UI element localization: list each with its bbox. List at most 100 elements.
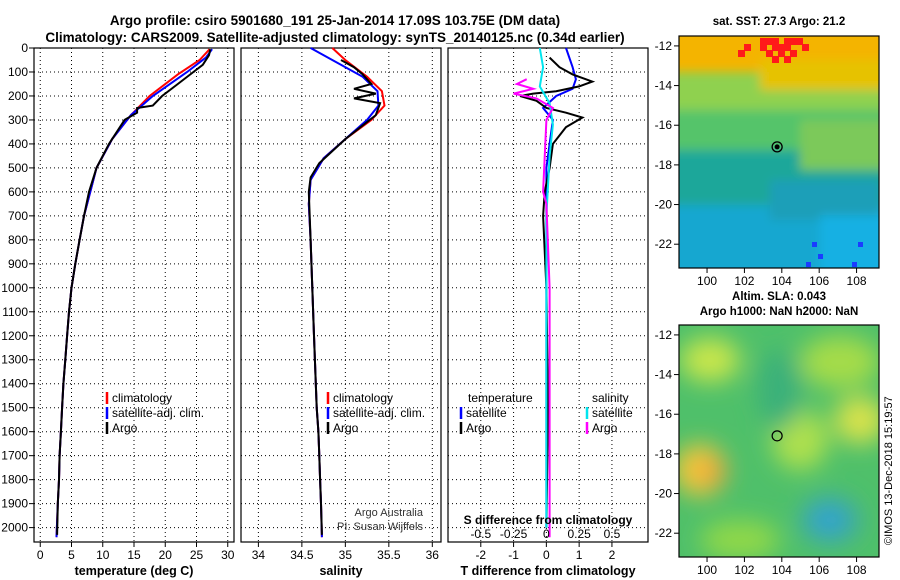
legend-climatology: climatology: [112, 391, 172, 405]
sla-map-frame: [678, 324, 880, 558]
x-tick-label: 34: [252, 548, 266, 562]
map-lon-tick-label: 100: [697, 563, 717, 577]
x-tick-label: 25: [190, 548, 204, 562]
map-lat-tick-label: -22: [655, 237, 673, 251]
depth-tick-label: 1900: [1, 497, 28, 511]
x-tick-label: 36: [426, 548, 440, 562]
depth-tick-label: 200: [8, 89, 28, 103]
sst-map-frame: [678, 35, 880, 269]
x-axis-label-2: salinity: [319, 564, 362, 578]
map-lat-tick-label: -16: [655, 407, 673, 421]
legend-temp-satellite: satellite: [466, 406, 507, 420]
sst-argo-marker: [771, 141, 783, 153]
map-lon-tick-label: 102: [734, 563, 754, 577]
profile-panel-2: 34 34.5 35 35.5 36 salinity: [240, 47, 442, 578]
map-lon-tick-label: 100: [697, 274, 717, 288]
x-tick-label: 35: [339, 548, 353, 562]
depth-tick-label: 1600: [1, 425, 28, 439]
series-line-2-3: [307, 59, 382, 535]
chart-title-line1: Argo profile: csiro 5901680_191 25-Jan-2…: [109, 13, 561, 28]
chart-title-line2: Climatology: CARS2009. Satellite-adjuste…: [45, 30, 625, 45]
x-tick-label: 35.5: [377, 548, 401, 562]
map-lon-tick-label: 106: [809, 563, 829, 577]
x-tick-label: 0: [543, 548, 550, 562]
depth-tick-label: 1300: [1, 353, 28, 367]
x-tick-label: 30: [221, 548, 235, 562]
map-lon-tick-label: 104: [772, 274, 792, 288]
legend-sal-satellite: satellite: [592, 406, 633, 420]
x-tick-label: 5: [68, 548, 75, 562]
map-lon-tick-label: 108: [847, 274, 867, 288]
map-lon-tick-label: 106: [809, 274, 829, 288]
x-tick-label: 1: [576, 548, 583, 562]
legend-satellite-adj: satellite-adj. clim.: [333, 406, 425, 420]
map-lat-tick-label: -18: [655, 158, 673, 172]
depth-tick-label: 0: [21, 41, 28, 55]
sla-map-title-line1: Altim. SLA: 0.043: [732, 291, 826, 303]
map-lat-tick-label: -14: [655, 79, 673, 93]
credit-annotation-line1: Argo Australia: [355, 507, 424, 519]
x-tick-label: 10: [96, 548, 110, 562]
map-lon-tick-label: 102: [734, 274, 754, 288]
depth-tick-label: 900: [8, 257, 28, 271]
x-tick-label: 20: [159, 548, 173, 562]
depth-tick-label: 1100: [2, 305, 28, 319]
map-lat-tick-label: -20: [655, 198, 673, 212]
legend-sal-argo: Argo: [592, 421, 618, 435]
secondary-tick-label: 0.25: [567, 527, 591, 541]
map-lat-tick-label: -14: [655, 368, 673, 382]
depth-tick-label: 500: [8, 161, 28, 175]
map-lat-tick-label: -12: [655, 328, 673, 342]
sst-map-title: sat. SST: 27.3 Argo: 21.2: [712, 16, 846, 28]
profile-panel-1: 0 5 10 15 20 25 30 temperature (deg C): [33, 47, 235, 578]
depth-tick-label: 1700: [1, 449, 28, 463]
sla-map-title-line2: Argo h1000: NaN h2000: NaN: [699, 306, 859, 318]
profile-panel-3: -2 -1 0 1 2 T difference from climatology: [447, 47, 649, 578]
map-lat-tick-label: -22: [655, 526, 673, 540]
series-line-3-2: [519, 56, 596, 528]
legend-temp-argo: Argo: [466, 421, 492, 435]
series-line-3-4: [513, 78, 555, 538]
sla-map: [679, 325, 879, 557]
depth-tick-label: 800: [8, 233, 28, 247]
x-axis-label-1: temperature (deg C): [75, 564, 194, 578]
sst-argo-marker-dot: [774, 144, 780, 150]
depth-tick-label: 1400: [1, 377, 28, 391]
secondary-tick-label: -0.25: [500, 527, 528, 541]
secondary-tick-label: 0: [543, 527, 550, 541]
legend-argo: Argo: [333, 421, 359, 435]
panel-frame-3: [447, 47, 649, 543]
credit-annotation-line2: PI: Susan Wijffels: [337, 521, 423, 533]
legend-climatology: climatology: [333, 391, 393, 405]
depth-tick-label: 1200: [1, 329, 28, 343]
depth-tick-label: 400: [8, 137, 28, 151]
x-tick-label: -1: [508, 548, 519, 562]
x-tick-label: -2: [475, 548, 486, 562]
legend-satellite-adj: satellite-adj. clim.: [112, 406, 204, 420]
panel-frame-1: [33, 47, 235, 543]
depth-tick-label: 700: [8, 209, 28, 223]
legend-salinity-title: salinity: [592, 391, 629, 405]
secondary-tick-label: 0.5: [604, 527, 621, 541]
map-lon-tick-label: 108: [847, 563, 867, 577]
x-tick-label: 2: [609, 548, 616, 562]
x-tick-label: 34.5: [290, 548, 314, 562]
depth-tick-label: 2000: [1, 521, 28, 535]
x-axis-label-3: T difference from climatology: [460, 564, 635, 578]
series-line-1-1: [55, 48, 211, 538]
footer-credit: ©IMOS 13-Dec-2018 15:19:57: [883, 396, 895, 545]
panel-frame-2: [240, 47, 442, 543]
map-lat-tick-label: -16: [655, 118, 673, 132]
map-lat-tick-label: -18: [655, 447, 673, 461]
depth-tick-label: 300: [8, 113, 28, 127]
depth-tick-label: 100: [8, 65, 28, 79]
secondary-axis-label: S difference from climatology: [464, 513, 633, 527]
sst-map: [679, 36, 879, 268]
legend-argo: Argo: [112, 421, 138, 435]
depth-tick-label: 1000: [1, 281, 28, 295]
map-lat-tick-label: -20: [655, 487, 673, 501]
map-lat-tick-label: -12: [655, 39, 673, 53]
depth-tick-label: 1500: [1, 401, 28, 415]
x-tick-label: 15: [127, 548, 141, 562]
